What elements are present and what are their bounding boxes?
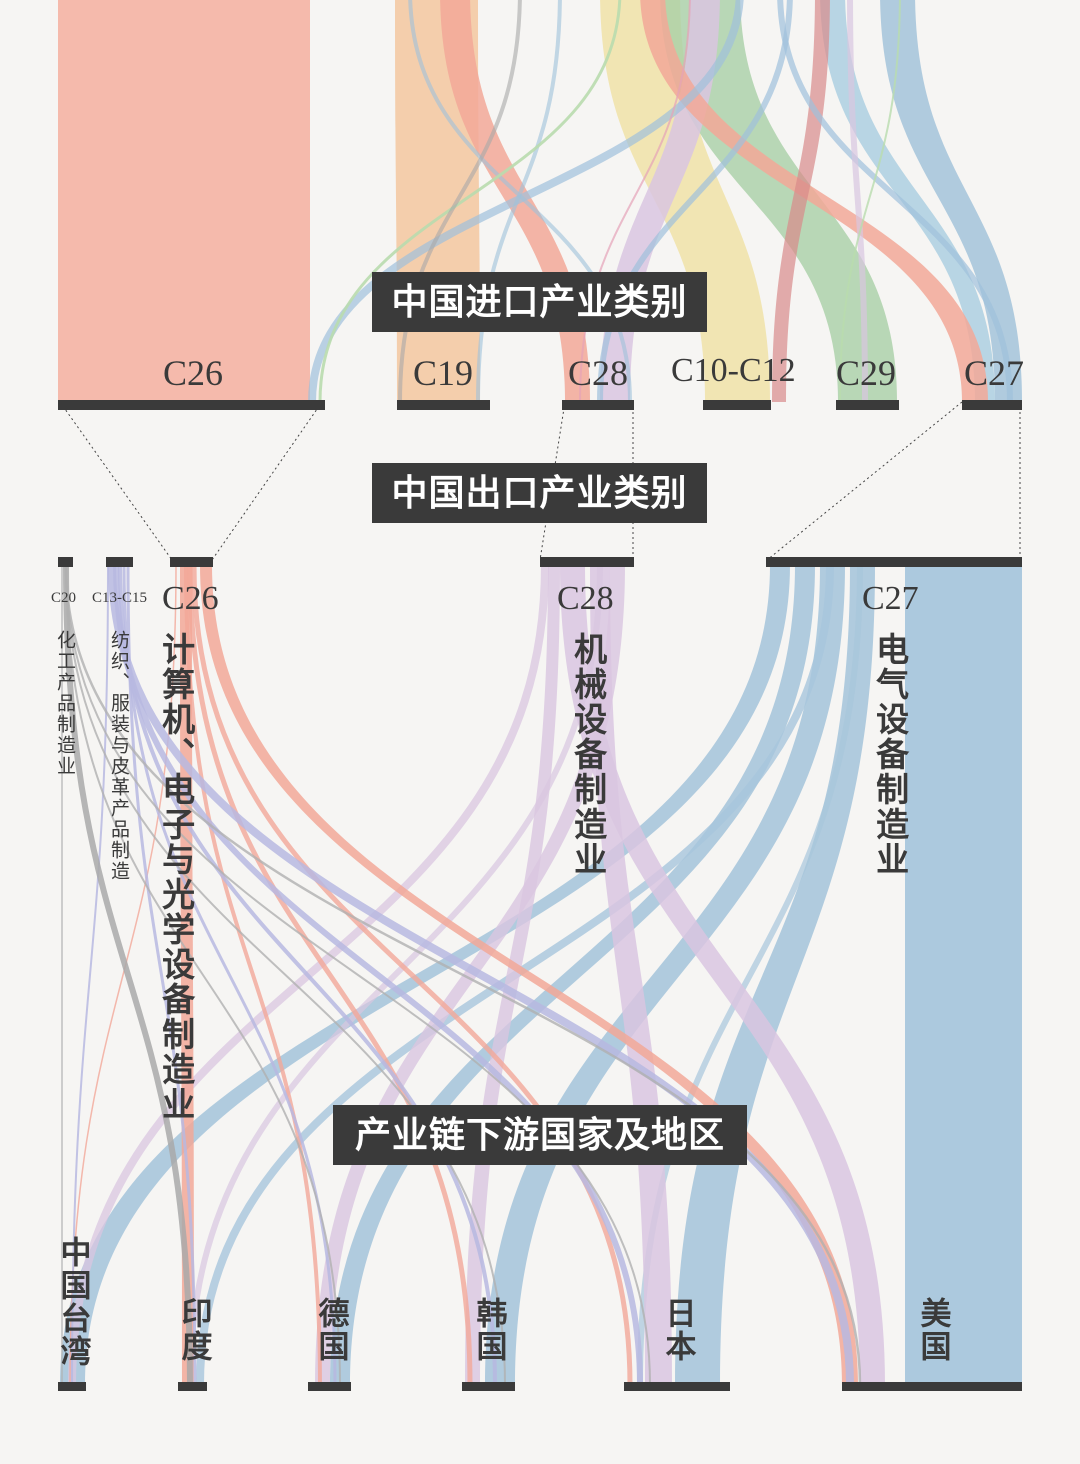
zoom-line-4	[766, 401, 963, 561]
flow-c26-japan	[191, 564, 633, 1386]
flow-c13-taiwan	[71, 564, 109, 1386]
flow-c20-india	[63, 564, 193, 1386]
flow-c13-germany	[122, 564, 337, 1386]
flow-c13-korea	[118, 564, 497, 1386]
export-node-name-c13-c15: 纺织、服装与皮革产品制造	[107, 630, 130, 882]
flow-c28-usa	[560, 565, 885, 1385]
import-bar-c27	[962, 400, 1022, 410]
region-label-germany: 德国	[312, 1297, 349, 1363]
node-bars	[58, 400, 1022, 1391]
import-bar-c29	[836, 400, 899, 410]
export-node-code-c27: C27	[862, 580, 919, 617]
flow-c29	[660, 0, 897, 402]
region-label-korea: 韩国	[470, 1297, 507, 1363]
flow-c27-salmon	[640, 0, 988, 402]
flow-thin-purple	[847, 0, 868, 403]
flow-c27-korea	[485, 565, 845, 1385]
import-bar-c26	[58, 400, 325, 410]
region-label-taiwan: 中国台湾	[54, 1236, 91, 1368]
flow-c13-india	[126, 564, 197, 1386]
imports-heading: 中国进口产业类别	[372, 272, 707, 332]
region-label-india: 印度	[175, 1297, 212, 1363]
export-node-code-c26: C26	[162, 580, 219, 617]
region-label-japan: 日本	[659, 1297, 696, 1363]
flow-thin-blue-4	[476, 0, 562, 403]
zoom-lines	[59, 401, 1021, 561]
flow-c28-india	[187, 564, 603, 1386]
zoom-line-1	[211, 401, 323, 561]
flow-c27-germany	[330, 565, 815, 1385]
import-node-label-c28: C28	[568, 353, 629, 393]
flow-c27-japan	[675, 565, 875, 1385]
export-node-name-c26: 计算机、电子与光学设备制造业	[156, 632, 196, 1122]
flow-c28-germany	[315, 565, 625, 1385]
import-bar-c19	[397, 400, 490, 410]
export-node-name-c20: 化工产品制造业	[53, 630, 76, 777]
export-bar-c13-c15	[106, 557, 133, 567]
import-node-label-c10-c12: C10-C12	[671, 352, 796, 389]
flow-c26-block	[57, 0, 311, 402]
flow-c26-germany	[184, 564, 322, 1386]
region-bar-taiwan	[58, 1382, 86, 1391]
flow-c27-usa	[905, 565, 1022, 1385]
flow-c27-b	[820, 0, 995, 402]
flow-c20-germany	[65, 564, 341, 1386]
region-bar-india	[178, 1382, 207, 1391]
region-bar-germany	[308, 1382, 351, 1391]
export-node-code-c28: C28	[557, 580, 614, 617]
import-node-label-c26: C26	[163, 353, 224, 393]
import-bar-c28	[562, 400, 634, 410]
flow-thin-green	[318, 0, 621, 403]
exports-heading: 中国出口产业类别	[372, 463, 707, 523]
region-bar-usa	[842, 1382, 1022, 1391]
export-flows	[60, 564, 1022, 1386]
import-bar-c10-c12	[703, 400, 771, 410]
zoom-line-0	[59, 401, 173, 561]
flow-c13-usa	[108, 564, 854, 1386]
downstream-heading: 产业链下游国家及地区	[333, 1105, 747, 1165]
region-bar-korea	[462, 1382, 515, 1391]
export-bar-c26	[170, 557, 213, 567]
import-flows	[57, 0, 1022, 403]
export-bar-c27	[766, 557, 1022, 567]
export-node-code-c20: C20	[51, 590, 77, 606]
region-bar-japan	[624, 1382, 730, 1391]
flow-c28-korea	[465, 565, 560, 1385]
flow-c28-red	[772, 0, 830, 402]
import-node-label-c29: C29	[836, 353, 897, 393]
flow-thin-green-2	[839, 0, 901, 403]
export-node-name-c28: 机械设备制造业	[568, 632, 608, 877]
flow-c26-taiwan	[69, 564, 177, 1386]
export-bar-c28	[540, 557, 634, 567]
flow-c20-korea	[65, 564, 506, 1386]
flow-c20-japan	[65, 564, 651, 1386]
region-label-usa: 美国	[914, 1297, 951, 1363]
flow-c13-japan	[113, 564, 643, 1386]
export-node-code-c13-c15: C13-C15	[92, 590, 148, 606]
flow-c10-c12	[600, 0, 770, 402]
import-node-label-c19: C19	[413, 353, 474, 393]
flow-thin-blue-2	[777, 0, 1013, 403]
import-node-label-c27: C27	[964, 353, 1025, 393]
zoom-line-2	[539, 401, 566, 561]
flow-c26-usa	[200, 565, 858, 1385]
flow-c27-taiwan	[60, 565, 790, 1385]
export-bar-c20	[58, 557, 73, 567]
flow-c26-korea	[187, 564, 473, 1386]
flow-c28-japan	[590, 565, 672, 1385]
export-node-name-c27: 电气设备制造业	[870, 632, 910, 877]
flow-c20-usa	[64, 564, 862, 1386]
